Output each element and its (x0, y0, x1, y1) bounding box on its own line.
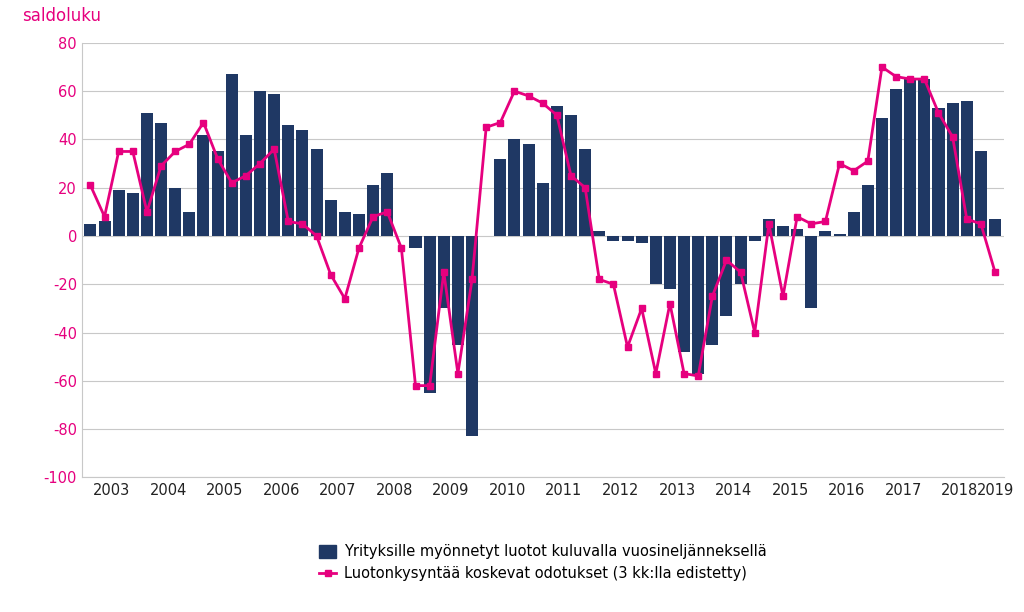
Bar (381, 173, 393, 236)
Bar (749, 236, 761, 241)
Bar (268, 94, 281, 236)
Bar (692, 236, 705, 373)
Bar (650, 236, 662, 284)
Bar (876, 118, 888, 236)
Bar (792, 229, 803, 236)
Bar (707, 236, 719, 345)
Bar (946, 103, 958, 236)
Bar (862, 185, 873, 236)
Bar (580, 149, 591, 236)
Bar (310, 149, 323, 236)
Bar (678, 236, 690, 352)
Bar (834, 234, 846, 236)
Bar (890, 89, 902, 236)
Bar (113, 190, 125, 236)
Bar (198, 135, 210, 236)
Bar (339, 212, 351, 236)
Bar (805, 236, 817, 308)
Bar (212, 151, 223, 236)
Bar (777, 226, 790, 236)
Bar (254, 91, 266, 236)
Bar (410, 236, 422, 248)
Bar (466, 236, 478, 436)
Bar (325, 200, 337, 236)
Bar (664, 236, 676, 289)
Bar (296, 130, 308, 236)
Bar (636, 236, 647, 243)
Bar (551, 106, 563, 236)
Legend: Yrityksille myönnetyt luotot kuluvalla vuosineljänneksellä, Luotonkysyntää koske: Yrityksille myönnetyt luotot kuluvalla v… (311, 537, 774, 589)
Bar (155, 122, 167, 236)
Bar (141, 113, 153, 236)
Bar (721, 236, 732, 316)
Bar (919, 79, 931, 236)
Bar (989, 219, 1001, 236)
Bar (933, 108, 944, 236)
Bar (127, 193, 139, 236)
Bar (438, 236, 450, 308)
Bar (98, 222, 111, 236)
Bar (353, 214, 365, 236)
Bar (607, 236, 620, 241)
Bar (622, 236, 634, 241)
Bar (522, 144, 535, 236)
Bar (565, 115, 577, 236)
Bar (169, 188, 181, 236)
Bar (240, 135, 252, 236)
Bar (183, 212, 196, 236)
Bar (734, 236, 746, 284)
Bar (367, 185, 379, 236)
Bar (509, 140, 520, 236)
Bar (975, 151, 987, 236)
Bar (283, 125, 294, 236)
Bar (424, 236, 435, 393)
Bar (537, 183, 549, 236)
Bar (225, 74, 238, 236)
Bar (819, 231, 831, 236)
Bar (961, 101, 973, 236)
Bar (848, 212, 860, 236)
Bar (84, 224, 96, 236)
Bar (452, 236, 464, 345)
Text: saldoluku: saldoluku (23, 7, 101, 26)
Bar (763, 219, 775, 236)
Bar (904, 79, 916, 236)
Bar (495, 159, 506, 236)
Bar (593, 231, 605, 236)
